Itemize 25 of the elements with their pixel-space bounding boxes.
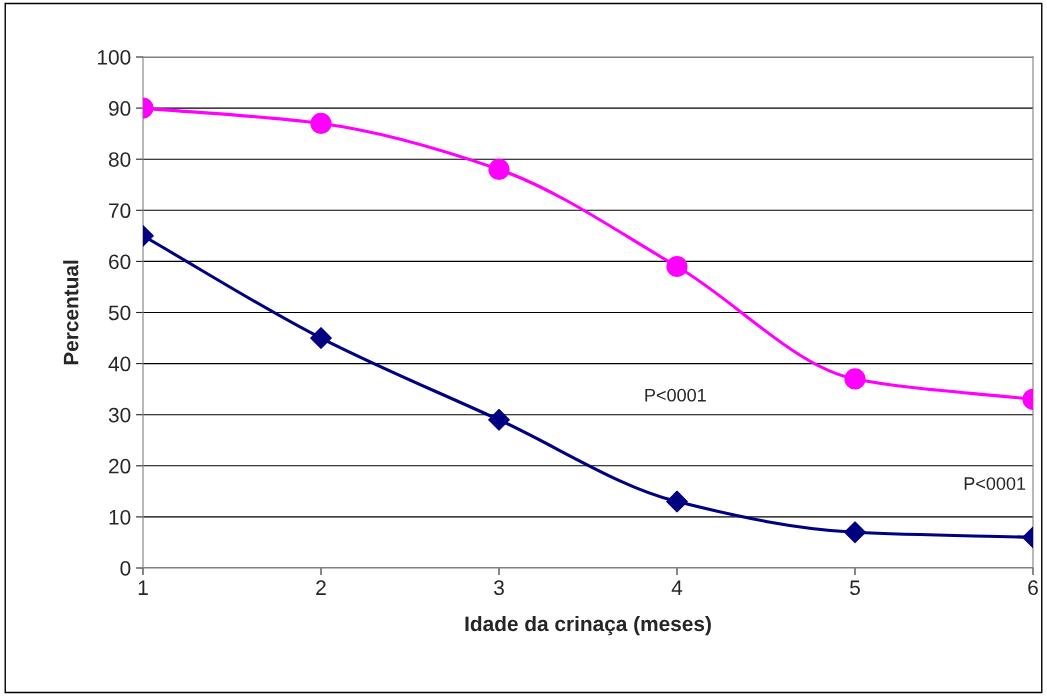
y-tick-label: 20	[109, 458, 131, 474]
y-tick-label: 60	[109, 254, 131, 270]
point	[666, 255, 688, 278]
y-tick-label: 90	[109, 101, 131, 116]
annotation: P<0001	[645, 388, 706, 402]
x-tick-label: 1	[138, 580, 148, 595]
y-tick-label: 10	[109, 509, 131, 525]
point	[488, 408, 510, 431]
x-tick-label: 5	[850, 580, 860, 596]
y-axis-title: Percentual	[63, 260, 79, 365]
x-tick-label: 4	[671, 580, 683, 595]
y-tick-label: 40	[108, 356, 131, 372]
y-tick-label: 30	[108, 407, 131, 423]
point	[666, 490, 688, 513]
y-tick-label: 80	[108, 152, 131, 167]
y-tick-label: 0	[120, 561, 131, 576]
x-tick-label: 2	[316, 580, 326, 595]
x-tick-label: 6	[1028, 580, 1038, 596]
point	[488, 158, 510, 181]
y-tick-label: 70	[109, 203, 131, 219]
y-tick-label: 100	[98, 50, 131, 65]
y-tick-label: 50	[108, 305, 131, 321]
x-tick-label: 3	[494, 580, 504, 596]
annotation: P<0001	[964, 477, 1026, 490]
x-axis-title: Idade da crinaça (meses)	[465, 615, 711, 636]
